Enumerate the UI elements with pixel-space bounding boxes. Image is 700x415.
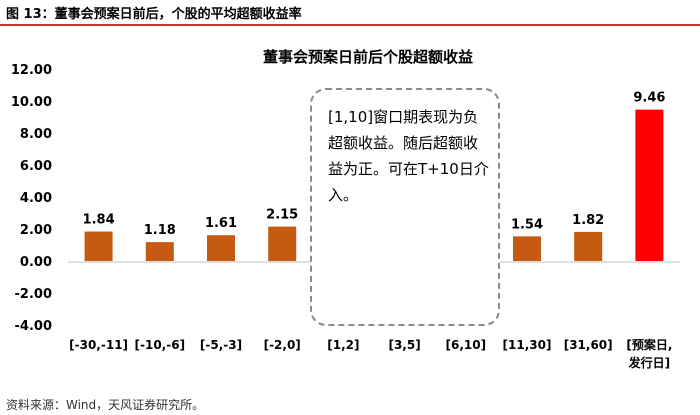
- y-tick-label: 10.00: [11, 95, 52, 110]
- y-tick-label: -2.00: [15, 287, 52, 302]
- x-category-label: [预案日,: [626, 337, 672, 352]
- y-tick-label: 6.00: [20, 159, 52, 174]
- bar: [574, 231, 603, 261]
- bar: [268, 226, 297, 261]
- bar-value-label: 2.15: [266, 208, 298, 223]
- annotation-callout: [1,10]窗口期表现为负超额收益。随后超额收益为正。可在T+10日介入。: [310, 88, 500, 326]
- x-category-label: [-30,-11]: [69, 338, 128, 352]
- x-category-label: [3,5]: [388, 338, 420, 352]
- figure-title: 图 13：董事会预案日前后，个股的平均超额收益率: [6, 7, 302, 22]
- bar-value-label: 9.46: [633, 91, 665, 106]
- bar: [635, 109, 664, 261]
- bar: [145, 242, 174, 261]
- y-tick-label: 0.00: [20, 255, 52, 270]
- bar-value-label: 1.84: [83, 213, 115, 228]
- bar: [513, 236, 541, 261]
- source-note: 资料来源：Wind，天风证券研究所。: [6, 398, 205, 412]
- y-axis-ticks: -4.00 -2.00 0.00 2.00 4.00 6.00 8.00 10.00 12.00: [11, 63, 52, 334]
- annotation-text: [1,10]窗口期表现为负超额收益。随后超额收益为正。可在T+10日介入。: [328, 108, 489, 204]
- x-category-label: [-2,0]: [264, 338, 301, 352]
- x-category-label: [31,60]: [564, 338, 613, 352]
- x-category-label: [-10,-6]: [135, 338, 186, 352]
- figure-header: 图 13：董事会预案日前后，个股的平均超额收益率: [0, 0, 700, 26]
- x-category-label: [6,10]: [446, 338, 487, 352]
- bar-value-label: 1.54: [511, 217, 543, 232]
- bar-value-label: 1.18: [144, 223, 176, 238]
- y-tick-label: 2.00: [20, 223, 52, 238]
- x-category-label: [-5,-3]: [200, 338, 242, 352]
- chart-title: 董事会预案日前后个股超额收益: [263, 48, 473, 66]
- y-tick-label: 12.00: [11, 63, 52, 78]
- y-tick-label: 8.00: [20, 127, 52, 142]
- bar-value-label: 1.61: [205, 216, 237, 231]
- x-axis-categories: [-30,-11] [-10,-6] [-5,-3] [-2,0] [1,2] [3,5]…: [69, 337, 672, 370]
- x-category-label: [11,30]: [503, 338, 552, 352]
- y-tick-label: 4.00: [20, 191, 52, 206]
- x-category-label: [1,2]: [327, 338, 359, 352]
- x-category-label: 发行日]: [628, 355, 671, 370]
- bar: [84, 231, 113, 261]
- y-tick-label: -4.00: [15, 319, 52, 334]
- bar-value-label: 1.82: [572, 213, 604, 228]
- bar: [207, 235, 235, 261]
